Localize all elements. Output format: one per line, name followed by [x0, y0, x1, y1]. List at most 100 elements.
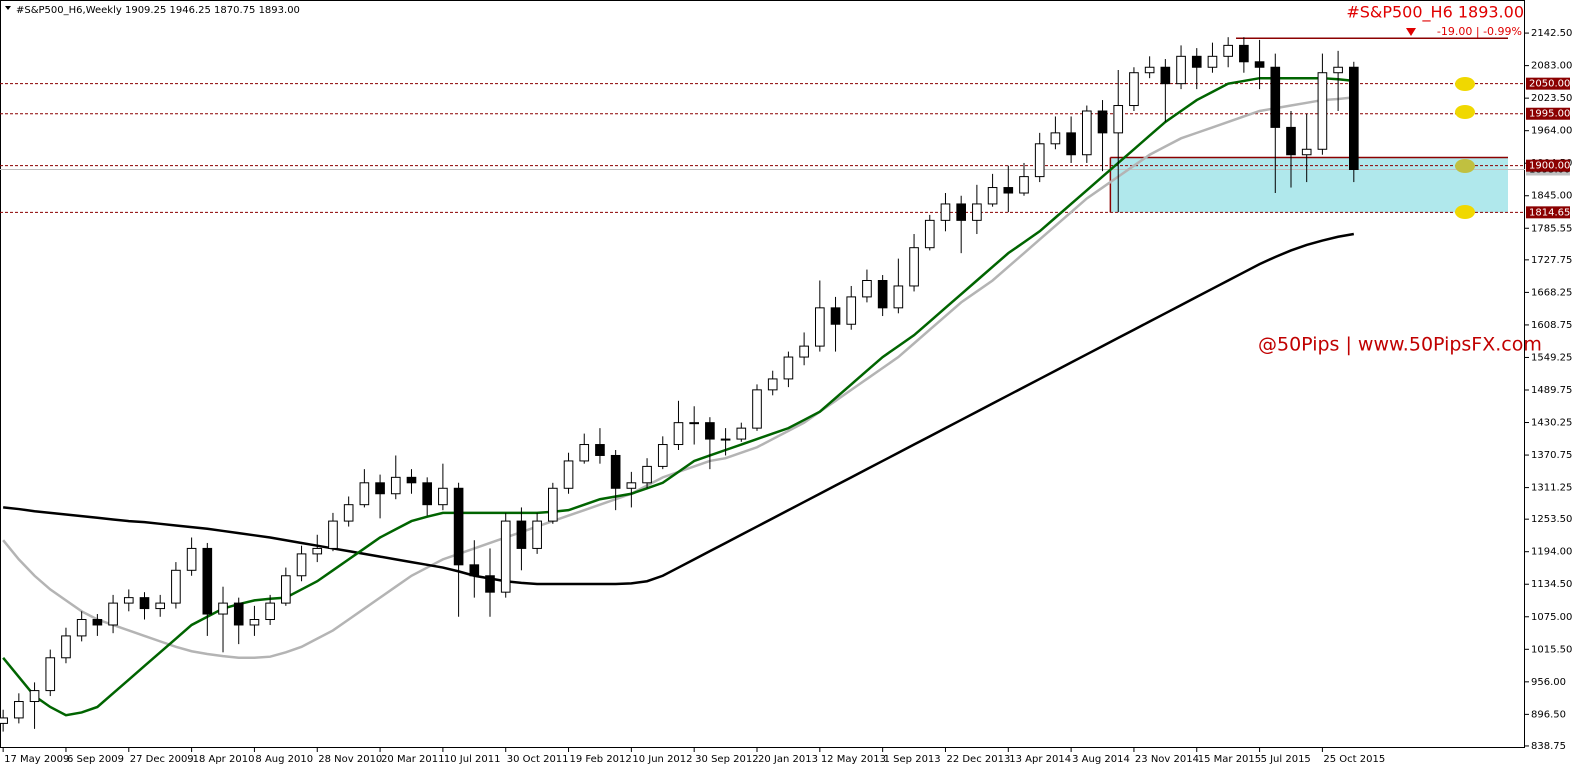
candle-body: [846, 296, 857, 325]
candle-body: [1191, 55, 1202, 68]
candle-body: [1066, 132, 1076, 156]
candle-body: [500, 520, 511, 593]
candle-body: [799, 345, 809, 358]
candle-body: [972, 203, 982, 221]
level-label-box: [1526, 159, 1570, 172]
x-tick-label: 5 Jul 2015: [1261, 754, 1311, 765]
x-tick-label: 30 Sep 2012: [695, 754, 758, 765]
candle-body: [155, 602, 166, 610]
x-tick-label: 1 Sep 2013: [884, 754, 941, 765]
candle-body: [1176, 55, 1186, 85]
candle-body: [720, 438, 731, 441]
candle-body: [689, 422, 700, 425]
candle-body: [390, 476, 401, 495]
candle-body: [139, 597, 150, 610]
candle-body: [579, 444, 590, 462]
candle-body: [485, 575, 495, 593]
y-tick-label: 1489.75: [1531, 385, 1572, 396]
level-label-box: [1526, 206, 1570, 219]
y-tick-label: 1727.75: [1531, 255, 1572, 266]
candle-body: [924, 219, 935, 249]
y-tick-label: 1668.25: [1531, 287, 1572, 298]
candle-body: [987, 187, 998, 205]
x-tick-label: 20 Jan 2013: [758, 754, 818, 765]
candle-body: [1097, 110, 1108, 134]
candle-body: [469, 564, 480, 577]
y-tick-label: 1194.00: [1531, 547, 1572, 558]
candle-body: [186, 547, 197, 571]
candle-body: [1317, 72, 1328, 150]
candle-body: [830, 307, 841, 325]
candle-body: [767, 378, 778, 391]
candle-body: [1239, 44, 1249, 63]
candle-body: [1286, 126, 1296, 156]
candle-body: [45, 657, 56, 692]
candle-body: [1034, 143, 1045, 178]
candle-body: [548, 487, 558, 522]
candle-body: [909, 247, 919, 287]
candle-body: [1223, 44, 1233, 57]
symbol-price: #S&P500_H6 1893.00: [1346, 3, 1524, 23]
candle-body: [438, 487, 448, 506]
ellipses: [1455, 77, 1475, 219]
change-text: -19.00 | -0.99%: [1437, 25, 1522, 38]
marker: [1455, 159, 1475, 173]
y-tick-label: 1134.50: [1531, 579, 1572, 590]
x-tick-label: 22 Dec 2013: [946, 754, 1010, 765]
candle-body: [563, 460, 574, 489]
candle-body: [815, 307, 825, 347]
x-tick-label: 8 Aug 2010: [255, 754, 313, 765]
x-tick-label: 10 Jun 2012: [632, 754, 692, 765]
candle-body: [626, 482, 637, 489]
menu-arrow: [5, 6, 11, 10]
x-tick-label: 10 Jul 2011: [444, 754, 501, 765]
x-tick-label: 15 Mar 2015: [1198, 754, 1261, 765]
marker: [1455, 205, 1475, 219]
x-tick-label: 20 Mar 2011: [381, 754, 444, 765]
candle-body: [453, 487, 464, 566]
candle-body: [1160, 66, 1171, 85]
candle-body: [1348, 66, 1359, 171]
candle-body: [171, 569, 181, 604]
header-text: #S&P500_H6,Weekly 1909.25 1946.25 1870.7…: [16, 5, 300, 16]
candle-body: [422, 482, 433, 506]
candle-body: [862, 280, 872, 298]
candle-body: [406, 476, 417, 484]
candle-body: [14, 701, 24, 719]
candle-body: [1301, 148, 1312, 156]
candle-body: [296, 553, 307, 577]
candle-body: [1144, 66, 1155, 74]
marker: [1455, 105, 1475, 119]
candle-body: [281, 575, 291, 604]
plot-frame: [0, 0, 1525, 748]
y-tick-label: 2083.00: [1531, 61, 1572, 72]
candle-body: [1081, 110, 1092, 156]
candle-body: [877, 280, 888, 309]
candle-body: [265, 602, 275, 621]
candle-body: [29, 690, 40, 703]
candle-body: [375, 482, 385, 495]
candle-body: [359, 482, 370, 506]
candle-body: [1254, 61, 1265, 68]
candle-body: [956, 203, 966, 221]
candle-body: [61, 635, 71, 659]
candle-body: [673, 422, 684, 446]
candle-body: [1129, 72, 1139, 107]
candle-body: [218, 602, 228, 615]
y-tick-label: 1075.00: [1531, 612, 1572, 623]
watermark: @50Pips | www.50PipsFX.com: [1258, 334, 1542, 356]
y-tick-label: 838.75: [1531, 741, 1566, 752]
y-tick-label: 1253.50: [1531, 514, 1572, 525]
y-tick-label: 1015.50: [1531, 644, 1572, 655]
y-tick-label: 1964.00: [1531, 126, 1572, 137]
candle-body: [705, 422, 715, 440]
candle-body: [1113, 105, 1124, 134]
y-tick-label: 956.00: [1531, 677, 1566, 688]
candle-body: [736, 427, 747, 440]
candle-body: [1270, 66, 1281, 128]
x-tick-label: 25 Oct 2015: [1323, 754, 1385, 765]
y-tick-label: 1608.75: [1531, 320, 1572, 331]
y-tick-label: 2142.50: [1531, 28, 1572, 39]
y-tick-label: 1370.75: [1531, 450, 1572, 461]
